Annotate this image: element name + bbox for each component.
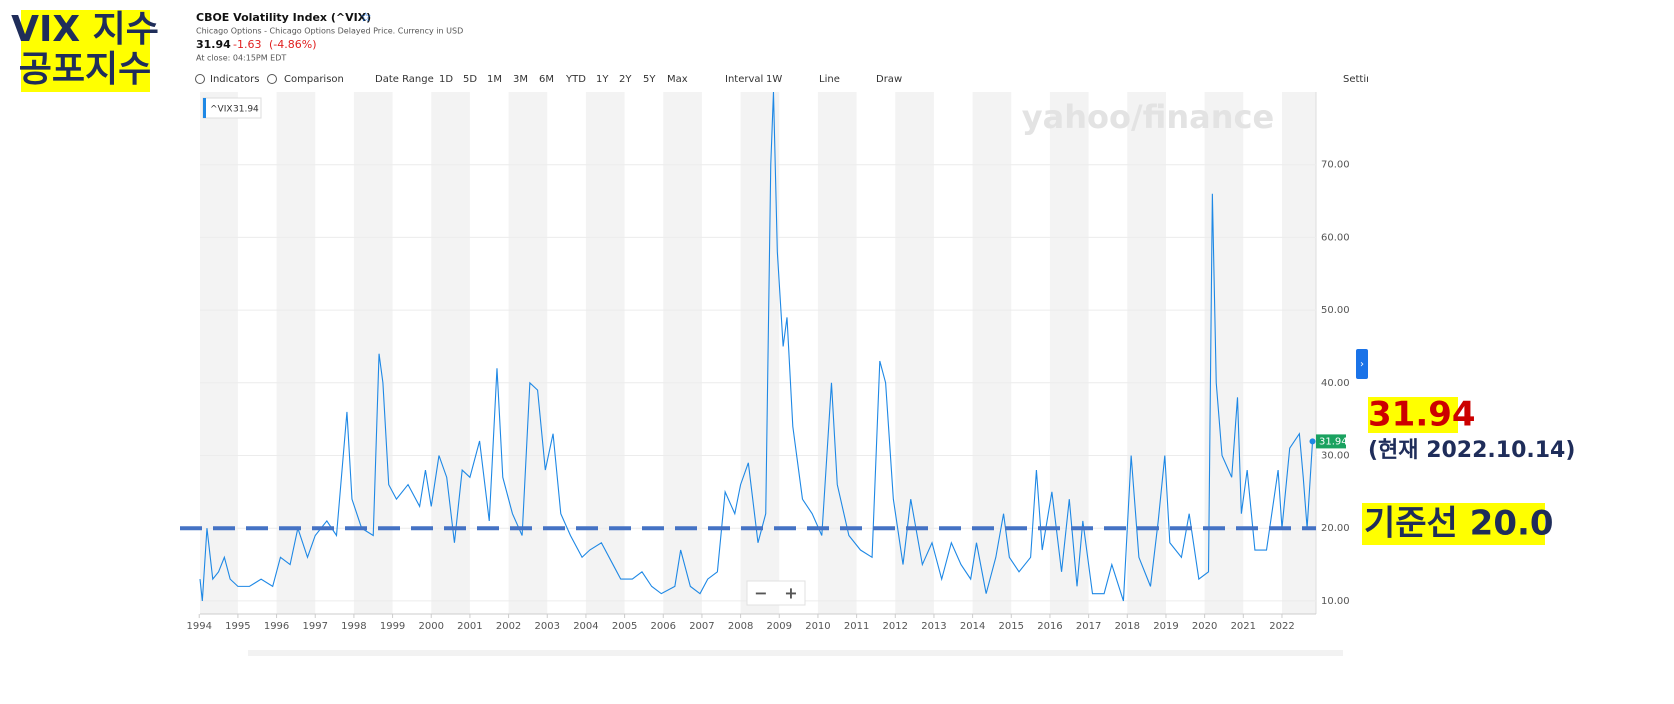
ref-label: 기준선 20.0 [1364, 504, 1554, 544]
toolbar-item[interactable]: Settings [1343, 74, 1384, 85]
y-tick-label: 20.00 [1321, 523, 1350, 534]
quote-subtitle: Chicago Options - Chicago Options Delaye… [196, 27, 463, 36]
year-band [508, 92, 548, 614]
year-band [895, 92, 934, 614]
toolbar-item[interactable]: Max [667, 74, 688, 85]
last-value-label: 31.94 [1319, 436, 1348, 447]
x-tick-label: 2006 [651, 621, 676, 632]
year-band [1049, 92, 1089, 614]
badge-bg [21, 10, 150, 92]
toolbar-item[interactable]: 1Y [596, 74, 609, 85]
legend-swatch [203, 98, 206, 118]
y-tick-label: 40.00 [1321, 378, 1350, 389]
last-point [1309, 438, 1316, 445]
toolbar-icon [195, 74, 205, 84]
x-tick-label: 2007 [689, 621, 714, 632]
x-tick-label: 2018 [1115, 621, 1140, 632]
year-band [972, 92, 1012, 614]
scrollbar [248, 650, 1343, 656]
x-tick-label: 2000 [419, 621, 444, 632]
x-tick-label: 2003 [535, 621, 560, 632]
year-band [663, 92, 702, 614]
x-tick-label: 2004 [573, 621, 598, 632]
side-toggle-icon: › [1360, 359, 1364, 370]
y-tick-label: 50.00 [1321, 305, 1350, 316]
close-note: At close: 04:15PM EDT [196, 54, 286, 63]
x-tick-label: 2020 [1192, 621, 1217, 632]
toolbar-item[interactable]: 1D [439, 74, 453, 85]
annotation-bg [1368, 397, 1458, 433]
year-band [200, 92, 238, 614]
toolbar-item[interactable]: Line [819, 74, 840, 85]
toolbar-item[interactable]: 5Y [643, 74, 656, 85]
watch-star[interactable]: ☆ [360, 11, 372, 26]
legend-value: 31.94 [233, 105, 259, 115]
year-band [431, 92, 470, 614]
x-tick-label: 2010 [805, 621, 830, 632]
annotation-date: (현재 2022.10.14) [1368, 438, 1575, 463]
x-tick-label: 1996 [264, 621, 289, 632]
x-tick-label: 2002 [496, 621, 521, 632]
side-toggle[interactable] [1356, 349, 1368, 379]
x-tick-label: 2012 [883, 621, 908, 632]
x-tick-label: 2009 [767, 621, 792, 632]
year-band [1127, 92, 1166, 614]
y-tick-label: 60.00 [1321, 232, 1350, 243]
ref-label-bg [1362, 503, 1545, 545]
price-change-percent: (-4.86%) [269, 38, 317, 51]
price: 31.94 [196, 38, 231, 51]
toolbar-item[interactable]: 1M [487, 74, 502, 85]
toolbar-item[interactable]: Draw [876, 74, 902, 85]
year-band [817, 92, 857, 614]
x-tick-label: 1994 [187, 621, 212, 632]
x-tick-label: 2022 [1269, 621, 1294, 632]
badge-line: VIX 지수 [11, 9, 159, 50]
zoom-button[interactable]: − [754, 584, 767, 603]
year-band [1281, 92, 1316, 614]
x-tick-label: 1997 [303, 621, 328, 632]
watermark: yahoo/finance [1022, 98, 1274, 136]
x-tick-label: 2011 [844, 621, 869, 632]
year-band [585, 92, 625, 614]
toolbar-icon [267, 74, 277, 84]
x-tick-label: 2015 [999, 621, 1024, 632]
x-tick-label: 2014 [960, 621, 985, 632]
x-tick-label: 1999 [380, 621, 405, 632]
toolbar-item[interactable]: Interval [725, 74, 763, 85]
badge-line: 공포지수 [19, 49, 151, 90]
toolbar-item[interactable]: Comparison [284, 74, 344, 85]
series-line [199, 91, 1314, 602]
legend-name: ^VIX [210, 105, 233, 115]
x-tick-label: 1998 [341, 621, 366, 632]
y-tick-label: 30.00 [1321, 451, 1350, 462]
price-change: -1.63 [233, 38, 261, 51]
x-tick-label: 1995 [225, 621, 250, 632]
y-tick-label: 70.00 [1321, 160, 1350, 171]
toolbar-item[interactable]: 6M [539, 74, 554, 85]
x-tick-label: 2021 [1231, 621, 1256, 632]
x-tick-label: 2013 [921, 621, 946, 632]
zoom-button[interactable]: + [784, 584, 797, 603]
toolbar-item[interactable]: 1W [766, 74, 782, 85]
quote-title: CBOE Volatility Index (^VIX) [196, 11, 371, 24]
toolbar-item[interactable]: YTD [565, 74, 586, 85]
x-tick-label: 2008 [728, 621, 753, 632]
toolbar-item[interactable]: 2Y [619, 74, 632, 85]
annotation-value: 31.94 [1368, 395, 1476, 435]
toolbar-item[interactable]: 3M [513, 74, 528, 85]
zoom-box [746, 580, 806, 606]
toolbar-item[interactable]: 5D [463, 74, 477, 85]
x-tick-label: 2016 [1037, 621, 1062, 632]
x-tick-label: 2017 [1076, 621, 1101, 632]
x-tick-label: 2019 [1153, 621, 1178, 632]
toolbar-item[interactable]: Indicators [210, 74, 259, 85]
last-value-tag [1316, 434, 1346, 449]
y-tick-label: 10.00 [1321, 596, 1350, 607]
x-tick-label: 2001 [457, 621, 482, 632]
x-tick-label: 2005 [612, 621, 637, 632]
toolbar-item[interactable]: Date Range [375, 74, 434, 85]
